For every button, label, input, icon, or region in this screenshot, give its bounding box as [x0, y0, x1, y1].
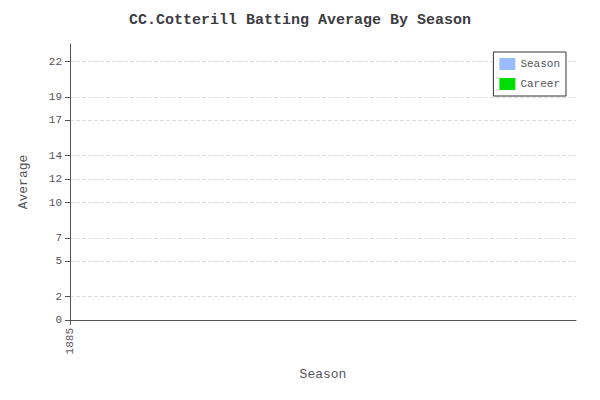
svg-text:12: 12 — [49, 173, 62, 185]
svg-text:1885: 1885 — [64, 328, 76, 354]
svg-text:17: 17 — [49, 114, 62, 126]
svg-text:Career: Career — [520, 78, 560, 90]
svg-text:2: 2 — [55, 291, 62, 303]
svg-text:Season: Season — [520, 58, 560, 70]
svg-text:10: 10 — [49, 197, 62, 209]
svg-text:22: 22 — [49, 56, 62, 68]
svg-text:19: 19 — [49, 91, 62, 103]
svg-text:5: 5 — [55, 255, 62, 267]
svg-text:Season: Season — [300, 367, 347, 382]
svg-text:7: 7 — [55, 232, 62, 244]
svg-text:0: 0 — [55, 314, 62, 326]
svg-text:Average: Average — [16, 155, 31, 210]
svg-text:CC.Cotterill Batting Average B: CC.Cotterill Batting Average By Season — [129, 12, 471, 29]
svg-text:14: 14 — [49, 150, 63, 162]
